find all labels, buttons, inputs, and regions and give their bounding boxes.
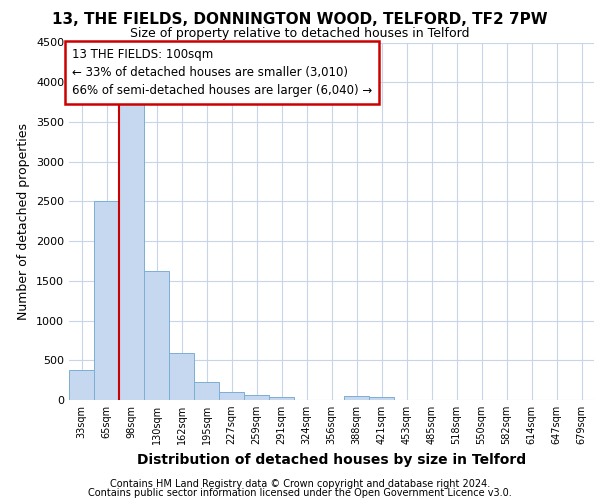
Text: Contains public sector information licensed under the Open Government Licence v3: Contains public sector information licen… (88, 488, 512, 498)
Bar (144, 270, 169, 400)
Bar (369, 397, 394, 400)
Text: 13 THE FIELDS: 100sqm
← 33% of detached houses are smaller (3,010)
66% of semi-d: 13 THE FIELDS: 100sqm ← 33% of detached … (71, 48, 372, 97)
Bar (94, 202, 119, 400)
Bar (69, 370, 94, 400)
Y-axis label: Number of detached properties: Number of detached properties (17, 122, 31, 320)
Bar (344, 396, 369, 400)
Bar (169, 352, 194, 400)
X-axis label: Distribution of detached houses by size in Telford: Distribution of detached houses by size … (137, 452, 526, 466)
Bar (194, 382, 219, 400)
Bar (119, 104, 144, 400)
Bar (244, 395, 269, 400)
Text: 13, THE FIELDS, DONNINGTON WOOD, TELFORD, TF2 7PW: 13, THE FIELDS, DONNINGTON WOOD, TELFORD… (52, 12, 548, 28)
Bar (269, 397, 294, 400)
Text: Size of property relative to detached houses in Telford: Size of property relative to detached ho… (130, 28, 470, 40)
Bar (219, 392, 244, 400)
Text: Contains HM Land Registry data © Crown copyright and database right 2024.: Contains HM Land Registry data © Crown c… (110, 479, 490, 489)
